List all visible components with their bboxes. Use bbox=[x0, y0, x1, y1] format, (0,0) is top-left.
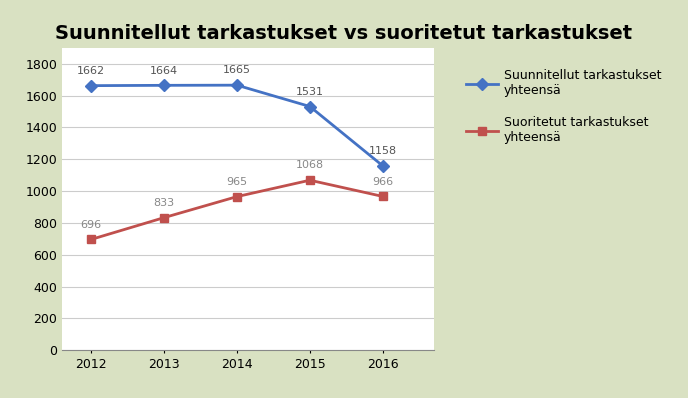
Suoritetut tarkastukset
yhteensä bbox=[305, 178, 314, 183]
Text: 1665: 1665 bbox=[223, 65, 251, 76]
Suoritetut tarkastukset
yhteensä bbox=[87, 237, 95, 242]
Line: Suoritetut tarkastukset
yhteensä: Suoritetut tarkastukset yhteensä bbox=[87, 176, 387, 244]
Line: Suunnitellut tarkastukset
yhteensä: Suunnitellut tarkastukset yhteensä bbox=[87, 81, 387, 170]
Text: 696: 696 bbox=[80, 220, 102, 230]
Suunnitellut tarkastukset
yhteensä bbox=[160, 83, 168, 88]
Text: 1158: 1158 bbox=[369, 146, 397, 156]
Text: 1531: 1531 bbox=[296, 87, 324, 97]
Text: 965: 965 bbox=[226, 177, 248, 187]
Suunnitellut tarkastukset
yhteensä bbox=[305, 104, 314, 109]
Suunnitellut tarkastukset
yhteensä bbox=[233, 83, 241, 88]
Suoritetut tarkastukset
yhteensä bbox=[378, 194, 387, 199]
Suoritetut tarkastukset
yhteensä bbox=[160, 215, 168, 220]
Text: Suunnitellut tarkastukset vs suoritetut tarkastukset: Suunnitellut tarkastukset vs suoritetut … bbox=[56, 24, 632, 43]
Suoritetut tarkastukset
yhteensä bbox=[233, 194, 241, 199]
Suunnitellut tarkastukset
yhteensä bbox=[378, 164, 387, 168]
Text: 833: 833 bbox=[153, 198, 175, 208]
Legend: Suunnitellut tarkastukset
yhteensä, Suoritetut tarkastukset
yhteensä: Suunnitellut tarkastukset yhteensä, Suor… bbox=[466, 69, 661, 144]
Suunnitellut tarkastukset
yhteensä bbox=[87, 83, 95, 88]
Text: 1068: 1068 bbox=[296, 160, 324, 170]
Text: 966: 966 bbox=[372, 177, 394, 187]
Text: 1662: 1662 bbox=[77, 66, 105, 76]
Text: 1664: 1664 bbox=[150, 66, 178, 76]
